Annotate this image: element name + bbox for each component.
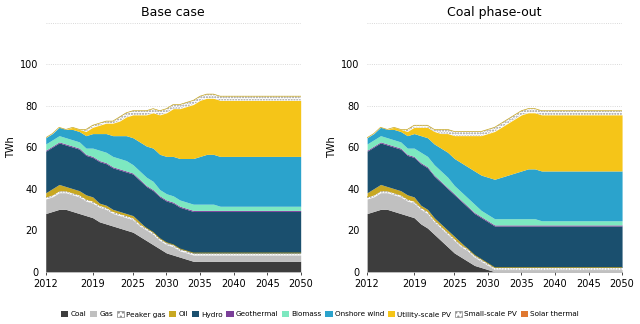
Y-axis label: TWh: TWh	[327, 136, 337, 158]
Legend: Coal, Gas, Peaker gas, Oil, Hydro, Geothermal, Biomass, Onshore wind, Utility-sc: Coal, Gas, Peaker gas, Oil, Hydro, Geoth…	[58, 308, 582, 320]
Title: Coal phase-out: Coal phase-out	[447, 6, 542, 18]
Y-axis label: TWh: TWh	[6, 136, 15, 158]
Title: Base case: Base case	[141, 6, 205, 18]
